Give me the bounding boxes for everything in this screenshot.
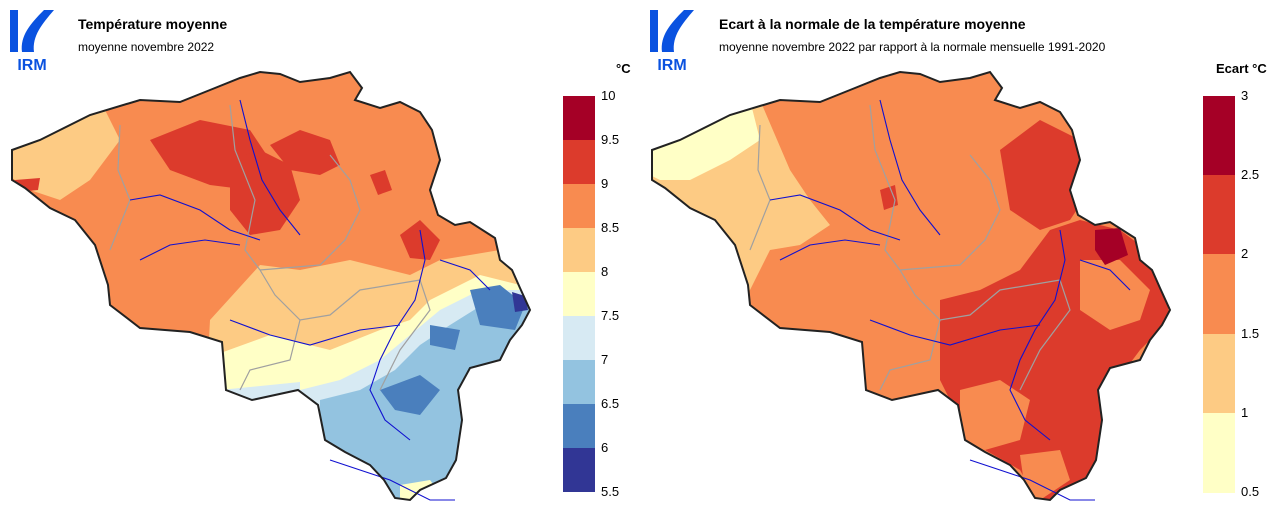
anomaly-legend — [1203, 96, 1235, 493]
legend-swatch — [1203, 333, 1235, 414]
irm-logo-icon: IRM — [10, 10, 54, 72]
irm-logo-icon: IRM — [650, 10, 694, 72]
legend-tick-label: 1 — [1241, 404, 1249, 420]
legend-tick-label: 0.5 — [1241, 484, 1260, 499]
map-title: Température moyenne — [78, 16, 228, 32]
temperature-legend — [563, 96, 595, 492]
legend-tick-label: 9 — [601, 176, 609, 191]
temperature-anomaly-map — [651, 71, 1171, 501]
legend-swatch — [1203, 412, 1235, 493]
map-title: Ecart à la normale de la température moy… — [719, 16, 1026, 32]
legend-tick-label: 9.5 — [601, 132, 620, 147]
legend-tick-label: 2 — [1241, 246, 1249, 262]
map-subtitle: moyenne novembre 2022 par rapport à la n… — [719, 40, 1106, 54]
legend-swatch — [563, 140, 595, 184]
legend-unit: Ecart °C — [1216, 61, 1267, 76]
legend-swatch — [563, 228, 595, 272]
legend-swatch — [1203, 96, 1235, 176]
legend-swatch — [563, 272, 595, 316]
legend-tick-label: 3 — [1241, 88, 1249, 103]
legend-tick-label: 7.5 — [601, 308, 620, 323]
legend-swatch — [563, 404, 595, 448]
legend-swatch — [563, 96, 595, 140]
map-subtitle: moyenne novembre 2022 — [78, 40, 215, 54]
legend-tick-label: 2.5 — [1241, 167, 1260, 183]
legend-swatch — [1203, 175, 1235, 256]
left-map-panel: IRM Température moyenne moyenne novembre… — [10, 10, 631, 501]
legend-tick-label: 10 — [601, 88, 616, 103]
legend-swatch — [563, 448, 595, 492]
legend-tick-label: 8.5 — [601, 220, 620, 235]
temperature-map — [11, 71, 531, 501]
legend-tick-label: 1.5 — [1241, 325, 1260, 341]
logo-text: IRM — [17, 57, 46, 72]
legend-tick-label: 7 — [601, 352, 609, 367]
legend-tick-label: 6.5 — [601, 396, 620, 411]
legend-swatch — [563, 316, 595, 360]
legend-tick-label: 6 — [601, 440, 609, 455]
logo-text: IRM — [657, 57, 686, 72]
legend-swatch — [1203, 254, 1235, 335]
legend-tick-label: 8 — [601, 264, 609, 279]
legend-unit: °C — [616, 61, 631, 76]
legend-tick-label: 5.5 — [601, 484, 620, 499]
legend-swatch — [563, 184, 595, 228]
legend-swatch — [563, 360, 595, 404]
right-map-panel: IRM Ecart à la normale de la température… — [640, 0, 1280, 507]
